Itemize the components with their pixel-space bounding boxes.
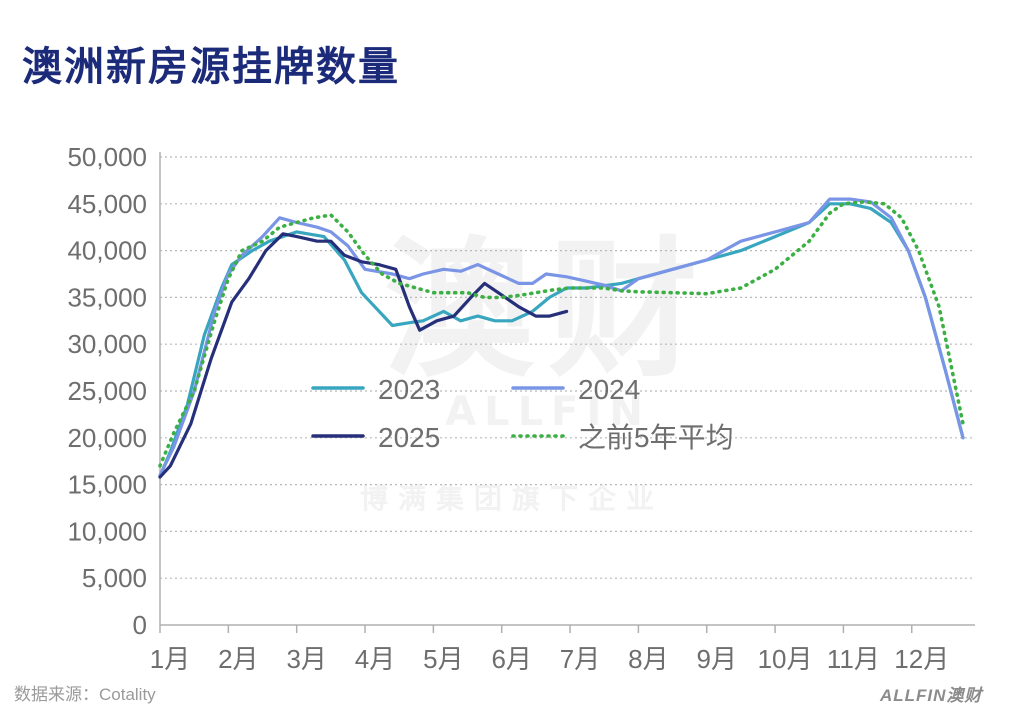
y-tick-label: 5,000 (82, 563, 147, 593)
x-tick-label: 7月 (560, 644, 600, 674)
gridlines (160, 156, 975, 579)
x-tick-label: 2月 (218, 644, 258, 674)
chart-title: 澳洲新房源挂牌数量 (22, 44, 400, 90)
series-line-3 (158, 200, 965, 468)
brand-logo: ALLFIN澳财 (880, 686, 983, 705)
x-tick-label: 8月 (628, 644, 668, 674)
x-tick-label: 11月 (827, 644, 880, 674)
x-axis-ticks: 1月 2月 3月 4月 5月 6月 7月 8月 9月 10月 11月 12月 (150, 625, 949, 674)
legend-label: 之前5年平均 (578, 422, 734, 453)
x-tick-label: 10月 (758, 644, 813, 674)
y-tick-label: 50,000 (67, 142, 147, 172)
x-tick-label: 3月 (286, 644, 326, 674)
legend-label: 2024 (578, 374, 640, 405)
x-tick-label: 12月 (894, 644, 949, 674)
watermark-logo: 澳财 ALLFIN 博满集团旗下企业 (360, 224, 712, 515)
source-note: 数据来源：Cotality (14, 685, 156, 704)
y-tick-label: 30,000 (67, 329, 147, 359)
legend-label: 2023 (378, 374, 440, 405)
series-lines (158, 197, 965, 479)
y-tick-label: 45,000 (67, 189, 147, 219)
x-tick-label: 1月 (150, 644, 190, 674)
x-tick-label: 6月 (491, 644, 531, 674)
y-tick-label: 20,000 (67, 423, 147, 453)
y-tick-label: 15,000 (67, 470, 147, 500)
series-line-2 (158, 232, 569, 479)
y-tick-label: 35,000 (67, 282, 147, 312)
watermark-tagline: 博满集团旗下企业 (360, 482, 664, 515)
y-tick-label: 0 (133, 610, 147, 640)
axes (159, 152, 975, 626)
legend-label: 2025 (378, 422, 440, 453)
y-tick-label: 10,000 (67, 516, 147, 546)
legend: 2023 2024 2025 之前5年平均 (311, 374, 734, 453)
y-axis-ticks: 0 5,000 10,000 15,000 20,000 25,000 30,000 35,0… (67, 142, 147, 640)
series-line-1 (158, 197, 965, 477)
watermark-main: 澳财 (384, 224, 712, 398)
y-tick-label: 40,000 (67, 236, 147, 266)
x-tick-label: 4月 (355, 644, 395, 674)
y-tick-label: 25,000 (67, 376, 147, 406)
x-tick-label: 5月 (423, 644, 463, 674)
x-tick-label: 9月 (696, 644, 736, 674)
watermark-sub: ALLFIN (445, 389, 651, 435)
